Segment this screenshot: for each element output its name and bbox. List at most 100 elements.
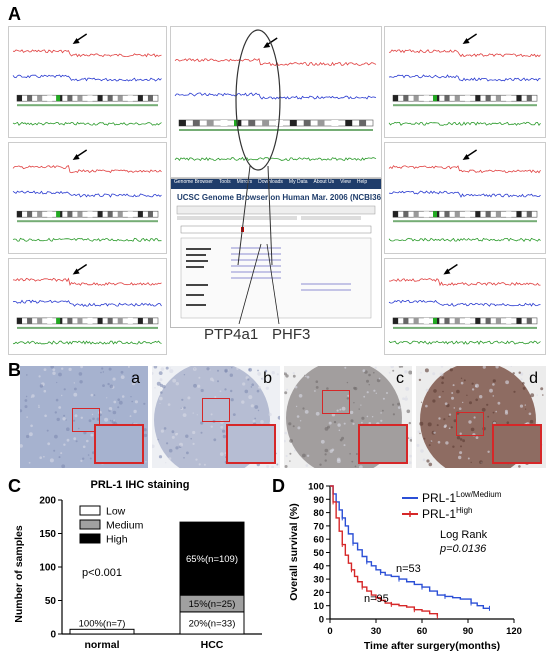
y-tick-label: 50 [313,548,324,559]
cnv-plot [8,258,167,355]
copy-number-trace [12,165,162,174]
tissue-texture-dot [231,367,233,369]
tissue-texture-dot [276,373,279,376]
tissue-texture-dot [152,444,155,449]
tissue-texture-dot [193,383,197,388]
tissue-texture-dot [331,448,335,452]
tissue-texture-dot [397,406,401,409]
tissue-texture-dot [315,386,319,389]
tissue-texture-dot [466,394,468,396]
tissue-texture-dot [452,445,455,448]
y-axis-label: Number of samples [13,525,25,623]
arrow-head [72,268,80,275]
y-tick-label: 20 [313,588,324,599]
tissue-texture-dot [336,457,341,462]
y-tick-label: 30 [313,575,324,586]
tissue-texture-dot [244,389,249,394]
ideogram-band [393,95,399,102]
copy-number-trace [388,49,541,58]
tissue-texture-dot [120,375,125,379]
tissue-texture-dot [248,395,253,400]
tissue-texture-dot [392,369,395,372]
tissue-texture-dot [438,395,441,399]
tissue-texture-dot [469,401,472,405]
copy-number-trace [12,277,162,286]
tissue-texture-dot [24,405,28,409]
tissue-texture-dot [53,449,56,452]
ideogram-band [433,95,437,102]
tissue-texture-dot [134,400,138,404]
tissue-texture-dot [29,432,33,437]
tissue-texture-dot [495,410,497,413]
tissue-texture-dot [271,465,274,468]
tissue-texture-dot [82,457,85,460]
tissue-texture-dot [456,389,460,394]
core-label-a: a [131,370,140,387]
tissue-texture-dot [366,415,369,418]
tissue-texture-dot [261,377,265,381]
tissue-texture-dot [302,407,305,410]
tissue-texture-dot [168,448,173,453]
tissue-texture-dot [113,419,116,422]
ideogram-band [107,95,113,102]
tissue-texture-dot [470,461,472,464]
tissue-texture-dot [536,421,538,424]
tissue-texture-dot [80,459,83,462]
ideogram-band [37,211,43,218]
tissue-texture-dot [397,402,401,406]
tissue-texture-dot [390,366,394,369]
tissue-texture-dot [152,372,154,375]
ideogram-band [444,95,450,102]
ideogram-band [56,95,61,102]
tissue-texture-dot [66,438,70,442]
tissue-texture-dot [519,404,524,408]
tissue-texture-dot [295,405,298,408]
tissue-texture-dot [62,417,66,421]
tissue-texture-dot [479,395,483,399]
ideogram-band [516,211,522,218]
tissue-texture-dot [536,394,538,396]
legend-swatch [79,533,101,544]
tissue-texture-dot [460,377,463,379]
tissue-texture-dot [304,410,309,414]
tissue-texture-dot [185,434,189,438]
roi-box [456,412,484,436]
tissue-texture-dot [73,382,75,384]
tissue-texture-dot [492,411,495,414]
ideogram-band [234,120,238,126]
tissue-texture-dot [306,375,310,379]
tissue-texture-dot [324,448,329,453]
tissue-texture-dot [63,388,66,391]
ideogram-band [147,95,153,102]
tissue-texture-dot [522,381,525,385]
tissue-texture-dot [248,368,251,371]
tissue-texture-dot [458,455,462,460]
tissue-texture-dot [43,455,45,458]
tissue-texture-dot [459,438,463,441]
tissue-texture-dot [406,409,411,414]
y-tick-label: 100 [39,563,56,574]
n-high-label: n=95 [364,593,389,605]
copy-number-trace [388,340,541,345]
probe-track [17,326,158,329]
y-tick-label: 200 [39,496,56,507]
tissue-texture-dot [351,460,354,463]
tissue-texture-dot [187,396,191,400]
tissue-texture-dot [433,389,437,393]
ideogram-band [423,95,429,102]
probe-track [393,220,537,223]
tissue-texture-dot [529,419,534,424]
gene-label-phf3: PHF3 [272,326,311,343]
tissue-texture-dot [489,388,493,393]
ihc-core-c: c [284,366,412,468]
tissue-texture-dot [475,398,478,402]
legend-label: PRL-1High [422,506,472,521]
y-tick-label: 100 [308,482,324,493]
tissue-texture-dot [143,433,148,438]
tissue-texture-dot [492,395,495,397]
tissue-texture-dot [241,400,245,404]
tissue-texture-dot [314,390,316,392]
tissue-texture-dot [481,407,486,412]
tissue-texture-dot [179,442,183,447]
tissue-texture-dot [250,404,254,408]
